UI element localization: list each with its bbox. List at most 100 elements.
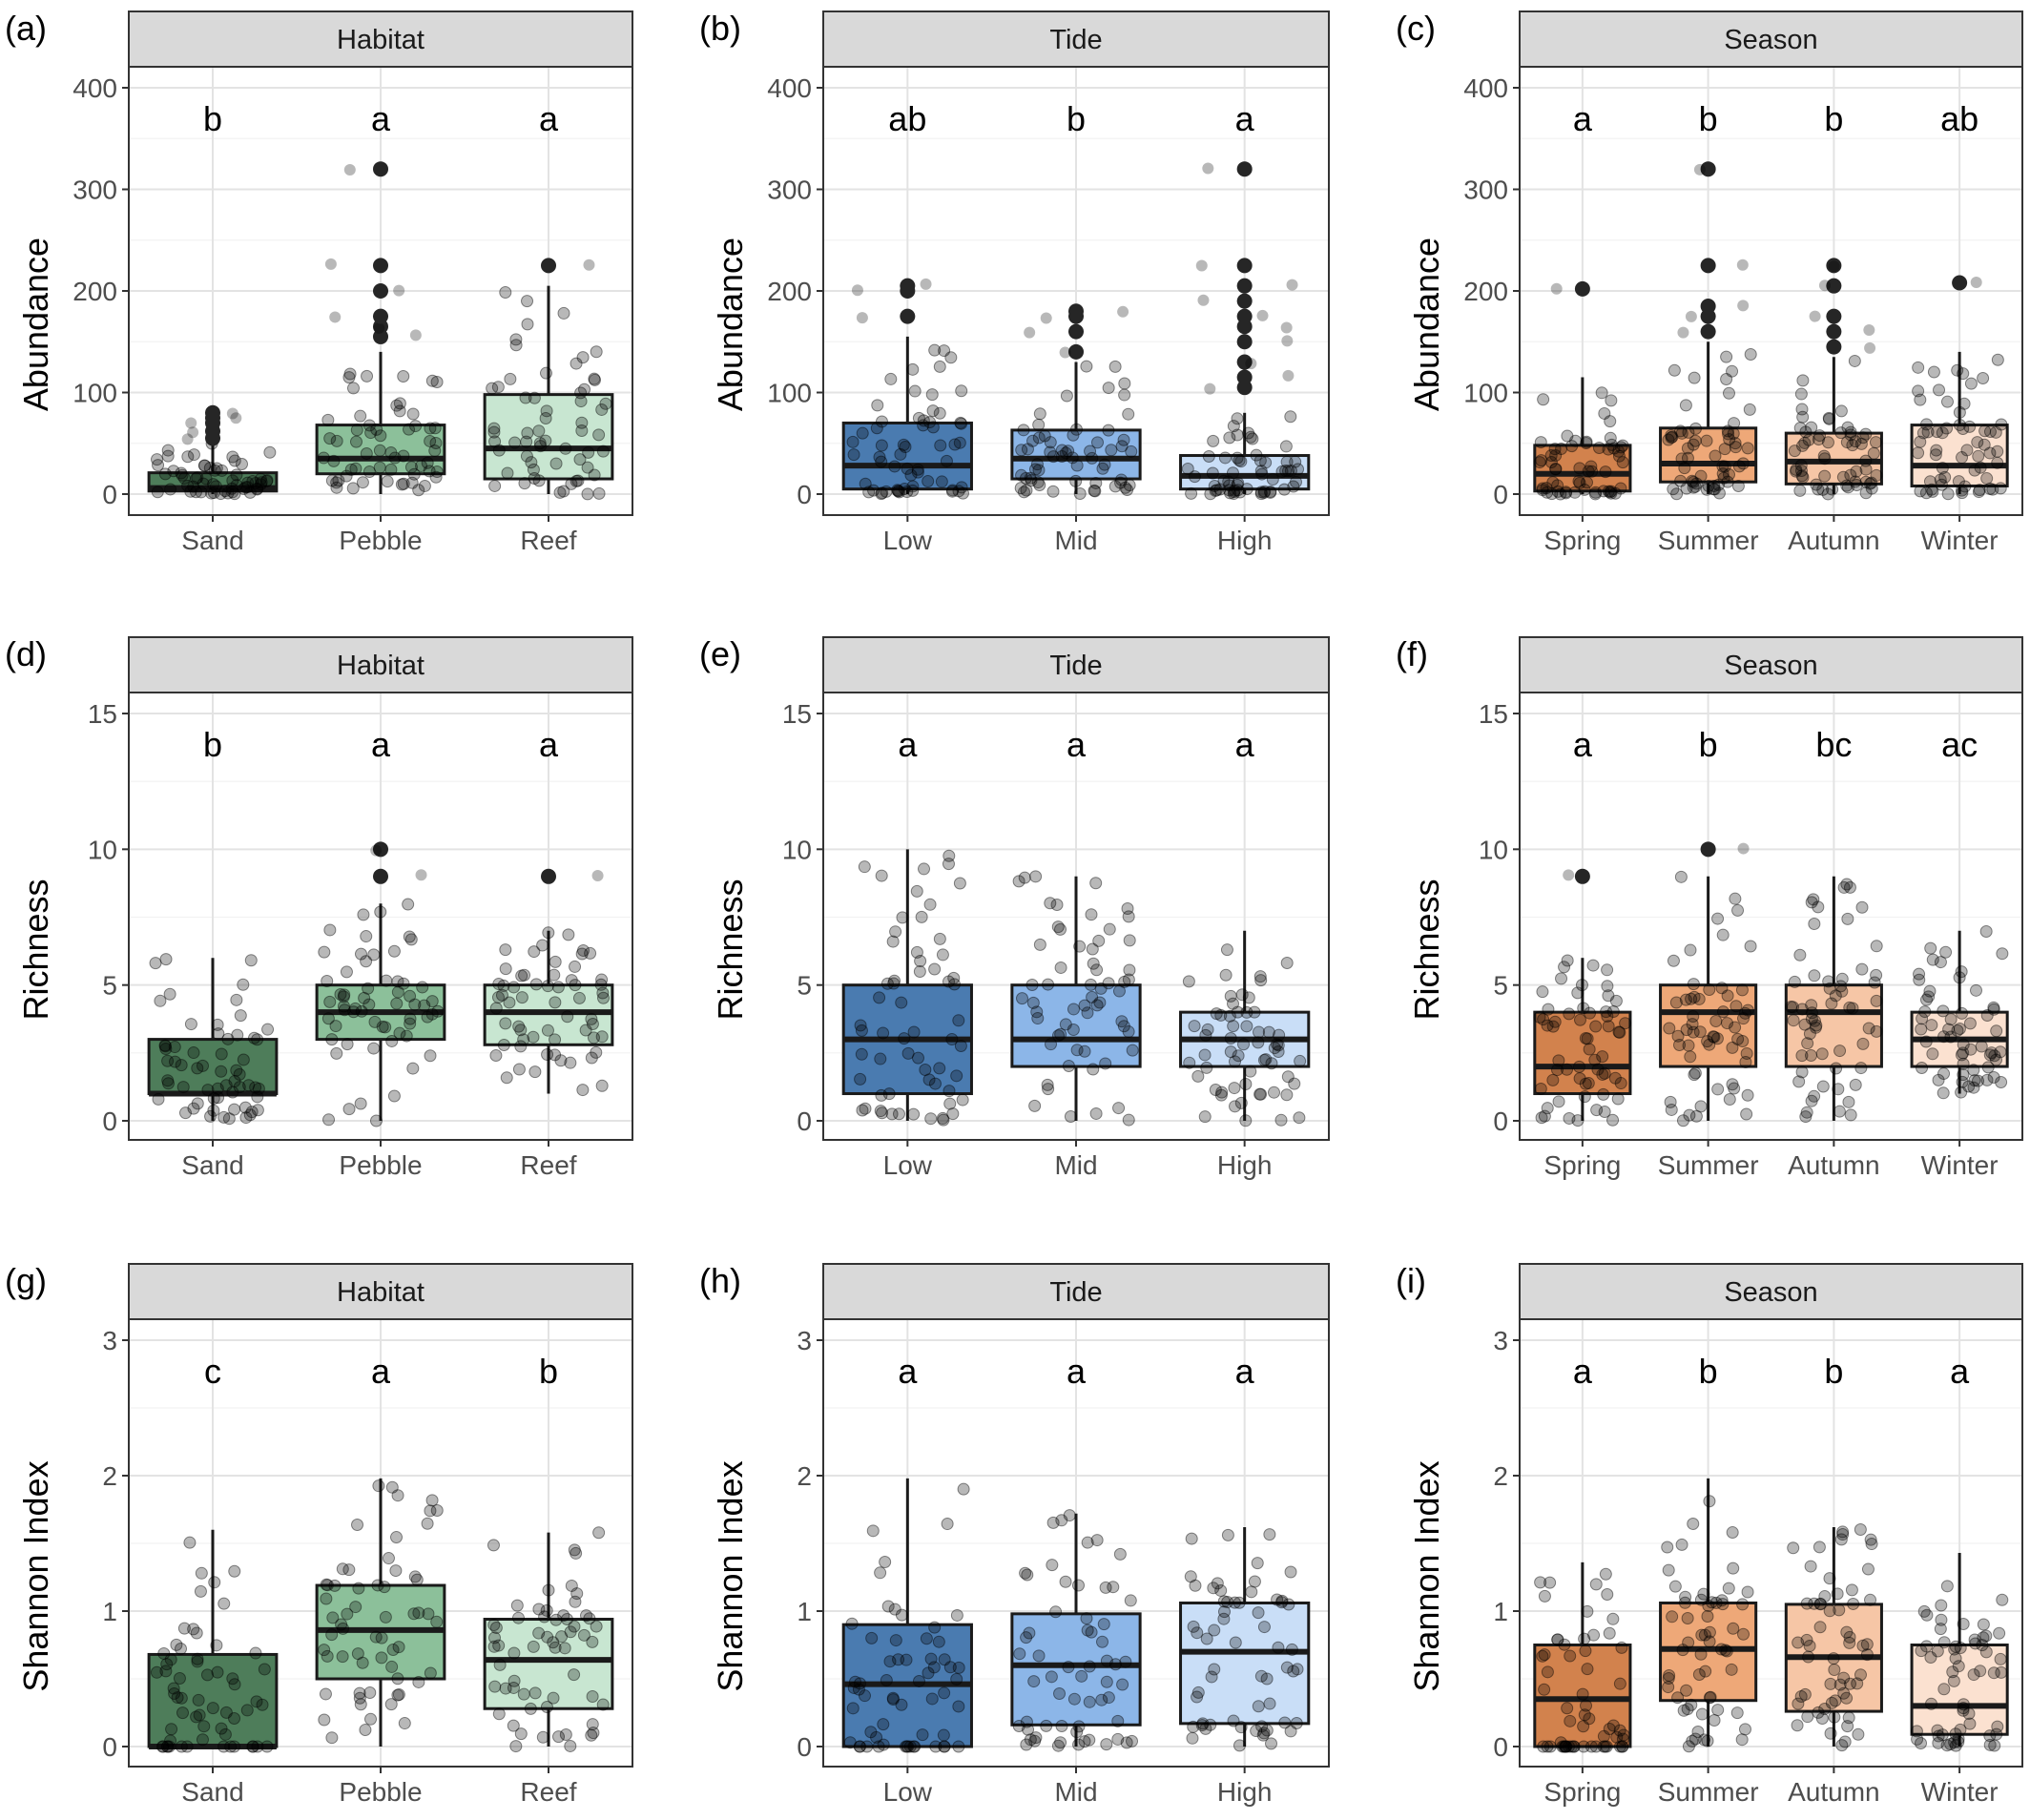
jitter-point <box>1540 482 1553 495</box>
jitter-point <box>1741 1088 1754 1102</box>
jitter-point <box>854 1072 867 1086</box>
jitter-point <box>187 480 200 493</box>
jitter-point <box>910 884 923 898</box>
jitter-point <box>953 877 966 890</box>
jitter-point <box>1794 1690 1808 1704</box>
jitter-point <box>564 1739 577 1752</box>
jitter-point <box>318 1713 331 1727</box>
jitter-point <box>1929 448 1942 462</box>
jitter-point <box>1863 477 1876 490</box>
jitter-point <box>191 1655 204 1668</box>
jitter-point <box>387 944 401 958</box>
jitter-point <box>571 474 585 487</box>
jitter-point <box>1266 472 1279 486</box>
jitter-point <box>1671 1029 1685 1043</box>
jitter-point <box>489 1002 503 1015</box>
jitter-point <box>1937 1004 1950 1018</box>
jitter-point <box>1822 411 1835 424</box>
y-tick-label: 15 <box>1479 699 1508 729</box>
jitter-point <box>1603 1723 1616 1736</box>
jitter-point <box>1534 436 1547 449</box>
jitter-point <box>569 979 582 992</box>
jitter-point <box>1937 1086 1950 1100</box>
jitter-point <box>1214 1583 1228 1597</box>
significance-letter: a <box>1235 99 1255 138</box>
jitter-point <box>1682 1636 1695 1649</box>
jitter-point <box>1720 1644 1733 1658</box>
jitter-point <box>1028 1734 1042 1748</box>
jitter-point <box>888 1603 901 1616</box>
jitter-point <box>1931 1724 1944 1737</box>
jitter-point <box>1209 1084 1222 1097</box>
jitter-point <box>499 943 512 957</box>
jitter-point <box>256 1698 269 1711</box>
jitter-point <box>1100 1654 1113 1667</box>
jitter-point <box>1835 1739 1849 1752</box>
jitter-point <box>151 486 164 499</box>
jitter-point <box>349 462 362 475</box>
jitter-point <box>1739 1055 1752 1068</box>
jitter-point <box>190 1710 203 1724</box>
jitter-point <box>384 463 398 476</box>
jitter-point <box>1616 439 1629 452</box>
jitter-point <box>334 987 347 1001</box>
significance-letter: a <box>1950 1352 1970 1391</box>
jitter-point <box>1726 1041 1739 1054</box>
jitter-point <box>1793 948 1807 962</box>
jitter-point <box>1687 481 1700 494</box>
jitter-point <box>1232 477 1245 490</box>
jitter-point <box>581 487 594 501</box>
jitter-point <box>1736 457 1750 470</box>
jitter-point <box>1981 1061 1995 1074</box>
jitter-point <box>325 1628 339 1642</box>
jitter-point <box>1040 1719 1053 1732</box>
jitter-point <box>933 360 946 373</box>
jitter-point <box>1113 1547 1127 1561</box>
jitter-point <box>1615 1641 1628 1654</box>
jitter-point <box>1286 279 1298 291</box>
jitter-point <box>228 1103 241 1116</box>
jitter-point <box>1974 1665 1987 1678</box>
jitter-point <box>1264 486 1277 499</box>
jitter-point <box>1581 1663 1594 1676</box>
jitter-point <box>938 344 951 358</box>
jitter-point <box>1716 1598 1730 1611</box>
jitter-point <box>1020 1715 1033 1728</box>
jitter-point <box>1823 412 1836 425</box>
jitter-point <box>1935 1599 1948 1612</box>
jitter-point <box>1912 446 1925 460</box>
jitter-point <box>1958 480 1972 493</box>
jitter-point <box>1823 982 1836 995</box>
jitter-point <box>1281 465 1295 478</box>
jitter-point <box>1549 449 1563 463</box>
jitter-point <box>1680 1024 1693 1037</box>
jitter-point <box>873 450 886 464</box>
jitter-point <box>1952 1735 1965 1748</box>
jitter-point <box>1013 1647 1026 1661</box>
jitter-point <box>371 1579 384 1592</box>
jitter-point <box>1994 1652 2007 1665</box>
jitter-point <box>1208 479 1221 492</box>
jitter-point <box>1616 1740 1629 1753</box>
jitter-point <box>244 954 258 967</box>
jitter-point <box>1667 954 1680 967</box>
jitter-point <box>955 384 968 398</box>
jitter-point <box>549 996 562 1009</box>
jitter-point <box>1989 1053 2002 1066</box>
jitter-point <box>938 1686 951 1700</box>
jitter-point <box>1239 1114 1253 1127</box>
jitter-point <box>1096 1635 1109 1648</box>
y-axis-title: Abundance <box>16 238 55 411</box>
jitter-point <box>353 1691 366 1705</box>
jitter-point <box>926 404 940 418</box>
jitter-point <box>215 1722 228 1735</box>
jitter-point <box>1824 1727 1837 1740</box>
jitter-point <box>1800 1597 1813 1610</box>
jitter-point <box>1990 1024 2003 1038</box>
jitter-point <box>1796 470 1810 484</box>
jitter-point <box>402 898 415 911</box>
jitter-point <box>321 1012 335 1025</box>
jitter-point <box>418 999 431 1012</box>
